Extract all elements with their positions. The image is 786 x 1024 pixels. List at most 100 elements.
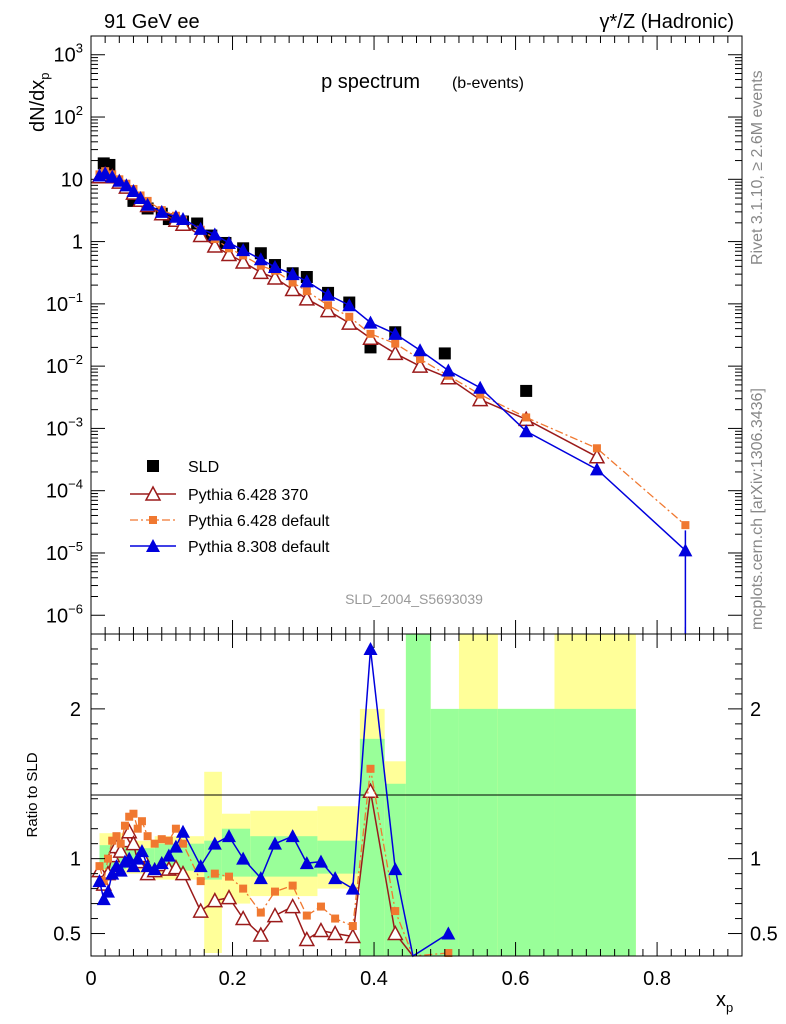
data-point bbox=[471, 391, 489, 407]
data-point bbox=[284, 280, 301, 297]
ratio-point bbox=[388, 862, 403, 876]
ratio-point bbox=[256, 908, 265, 917]
ratio-point bbox=[344, 927, 362, 944]
y-tick-label: 102 bbox=[54, 103, 83, 129]
y-tick-label: 10−4 bbox=[46, 477, 83, 503]
green-band bbox=[497, 708, 555, 956]
ratio-point bbox=[326, 924, 344, 941]
y-tick-label: 10−3 bbox=[46, 414, 83, 440]
data-point bbox=[256, 261, 265, 270]
ratio-point bbox=[387, 924, 404, 941]
ratio-point bbox=[120, 823, 138, 839]
data-point bbox=[234, 253, 252, 269]
data-point bbox=[112, 173, 127, 187]
ratio-point bbox=[196, 877, 205, 886]
ratio-point bbox=[224, 872, 233, 881]
ratio-point bbox=[174, 865, 192, 881]
data-point bbox=[285, 267, 300, 281]
ratio-point bbox=[267, 836, 282, 850]
ratio-point bbox=[234, 909, 252, 926]
mcplots-reference-label: mcplots.cern.ch [arXiv:1306.3436] bbox=[749, 388, 766, 630]
data-point bbox=[411, 357, 429, 373]
ratio-point bbox=[116, 839, 125, 848]
data-point bbox=[252, 263, 270, 280]
legend-label: Pythia 6.428 370 bbox=[188, 487, 308, 504]
ratio-point bbox=[167, 859, 185, 875]
series-data bbox=[97, 157, 533, 397]
ratio-point bbox=[134, 844, 149, 858]
data-point bbox=[236, 243, 251, 257]
data-point bbox=[341, 314, 358, 330]
data-point bbox=[441, 363, 456, 377]
ratio-point bbox=[270, 887, 279, 896]
ratio-y-label: Ratio to SLD bbox=[24, 752, 41, 837]
ratio-point bbox=[113, 863, 128, 877]
y-tick-label: 10−2 bbox=[46, 352, 83, 378]
data-point bbox=[175, 212, 190, 226]
spectrum-series bbox=[91, 157, 693, 634]
data-point bbox=[345, 312, 354, 321]
ratio-point bbox=[239, 884, 248, 893]
x-axis-label: xp bbox=[716, 989, 733, 1015]
ratio-point bbox=[220, 889, 238, 905]
green-band bbox=[458, 708, 498, 956]
ratio-point bbox=[348, 922, 357, 931]
data-point bbox=[298, 290, 316, 306]
ratio-y-tick-label: 0.5 bbox=[53, 924, 81, 946]
data-point bbox=[366, 329, 375, 338]
ratio-y-tick-label-right: 2 bbox=[750, 699, 761, 721]
ratio-point bbox=[345, 881, 360, 895]
ratio-point bbox=[284, 897, 301, 914]
series-solid-triangle bbox=[92, 166, 693, 557]
data-point bbox=[119, 178, 134, 192]
legend-label: SLD bbox=[188, 459, 219, 476]
x-tick-label: 0.2 bbox=[219, 968, 247, 990]
data-point bbox=[207, 227, 222, 241]
ratio-point bbox=[147, 862, 162, 876]
data-point bbox=[416, 355, 425, 364]
data-point bbox=[520, 384, 533, 397]
ratio-point bbox=[143, 832, 152, 841]
ratio-series bbox=[91, 641, 456, 958]
x-tick-label: 0.6 bbox=[502, 968, 530, 990]
data-point bbox=[288, 278, 297, 287]
ratio-solid-triangle bbox=[92, 641, 456, 958]
data-point bbox=[206, 237, 224, 253]
ratio-point bbox=[171, 824, 180, 833]
ratio-point bbox=[154, 856, 169, 870]
green-band bbox=[317, 840, 360, 874]
ratio-point bbox=[175, 824, 190, 838]
data-point bbox=[105, 169, 120, 183]
ratio-point bbox=[137, 817, 146, 826]
legend-entry: SLD bbox=[147, 459, 219, 476]
ratio-point bbox=[96, 892, 111, 906]
legend-marker bbox=[144, 485, 162, 501]
x-tick-label: 0 bbox=[85, 968, 96, 990]
spectrum-panel: p spectrum (b-events) SLD_2004_S5693039 … bbox=[27, 35, 743, 635]
data-point bbox=[473, 380, 488, 394]
ratio-y-tick-label: 1 bbox=[70, 849, 81, 871]
rivet-version-label: Rivet 3.1.10, ≥ 2.6M events bbox=[749, 70, 766, 265]
legend-marker bbox=[149, 516, 157, 524]
data-point bbox=[438, 347, 451, 360]
ratio-point bbox=[299, 856, 314, 870]
ratio-point bbox=[125, 835, 142, 851]
ratio-point bbox=[193, 859, 208, 873]
legend-marker bbox=[146, 539, 160, 552]
ratio-point bbox=[112, 832, 121, 841]
ratio-point bbox=[150, 839, 159, 848]
ratio-point bbox=[133, 824, 142, 833]
ratio-point bbox=[236, 851, 251, 865]
ratio-point bbox=[313, 854, 328, 868]
legend-marker bbox=[147, 460, 159, 472]
ratio-point bbox=[210, 869, 219, 878]
data-point bbox=[321, 287, 336, 301]
ratio-point bbox=[391, 907, 400, 916]
ratio-point bbox=[164, 836, 173, 845]
legend-entry: Pythia 8.308 default bbox=[130, 539, 330, 556]
header-right: γ*/Z (Hadronic) bbox=[600, 11, 734, 33]
data-point bbox=[126, 183, 141, 197]
legend-label: Pythia 8.308 default bbox=[188, 539, 330, 556]
ratio-point bbox=[126, 859, 141, 873]
